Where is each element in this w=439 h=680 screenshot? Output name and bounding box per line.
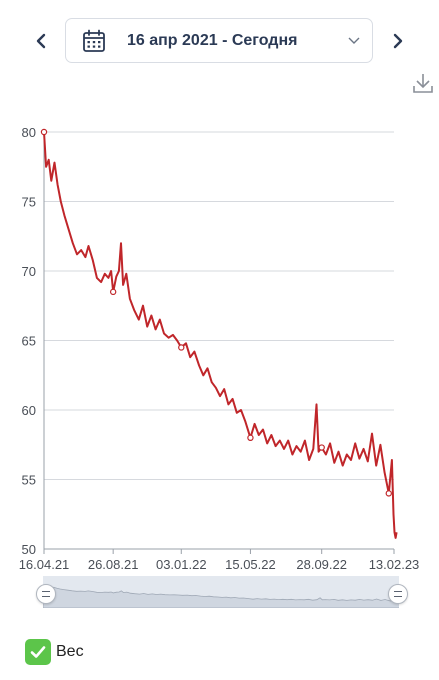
y-tick-label: 50	[22, 542, 36, 557]
checkmark-icon	[30, 646, 46, 658]
x-tick-label: 28.09.22	[296, 557, 347, 572]
series-line-weight	[43, 131, 398, 539]
navigator-left-handle[interactable]	[36, 584, 56, 604]
navigator-series	[43, 585, 399, 608]
data-point-marker	[385, 490, 392, 497]
x-tick-label: 16.04.21	[19, 557, 70, 572]
x-tick-label: 15.05.22	[225, 557, 276, 572]
chevron-left-icon	[36, 33, 46, 49]
y-tick-label: 80	[22, 125, 36, 140]
y-tick-label: 55	[22, 473, 36, 488]
x-tick-label: 13.02.23	[369, 557, 420, 572]
next-period-button[interactable]	[384, 26, 412, 56]
date-range-picker[interactable]: 16 апр 2021 - Сегодня	[65, 18, 373, 63]
x-tick-label: 26.08.21	[88, 557, 139, 572]
chart-markers	[40, 128, 392, 497]
data-point-marker	[247, 434, 254, 441]
y-tick-label: 75	[22, 195, 36, 210]
chevron-down-icon	[348, 37, 360, 44]
chart-gridlines	[43, 131, 394, 550]
y-tick-label: 70	[22, 264, 36, 279]
data-point-marker	[178, 344, 185, 351]
data-point-marker	[318, 444, 325, 451]
navigator-track	[43, 576, 399, 608]
y-axis-labels: 80 75 70 65 60 55 50	[22, 125, 36, 557]
x-tick-label: 03.01.22	[156, 557, 207, 572]
navigator-right-handle[interactable]	[388, 584, 408, 604]
checkbox-checked-icon[interactable]	[25, 639, 51, 665]
download-icon[interactable]	[411, 71, 435, 97]
date-range-label: 16 апр 2021 - Сегодня	[127, 32, 298, 49]
y-tick-label: 65	[22, 334, 36, 349]
range-navigator[interactable]	[36, 576, 408, 608]
calendar-icon	[83, 29, 105, 52]
data-point-marker	[109, 288, 117, 296]
x-axis-labels: 16.04.21 26.08.21 03.01.22 15.05.22 28.09.22…	[19, 549, 420, 572]
y-tick-label: 60	[22, 403, 36, 418]
legend-item-weight[interactable]: Вес	[25, 639, 84, 665]
chevron-right-icon	[393, 33, 403, 49]
chart-series	[43, 131, 398, 539]
data-point-marker	[40, 128, 48, 136]
previous-period-button[interactable]	[27, 26, 55, 56]
legend-label: Вес	[56, 643, 84, 660]
